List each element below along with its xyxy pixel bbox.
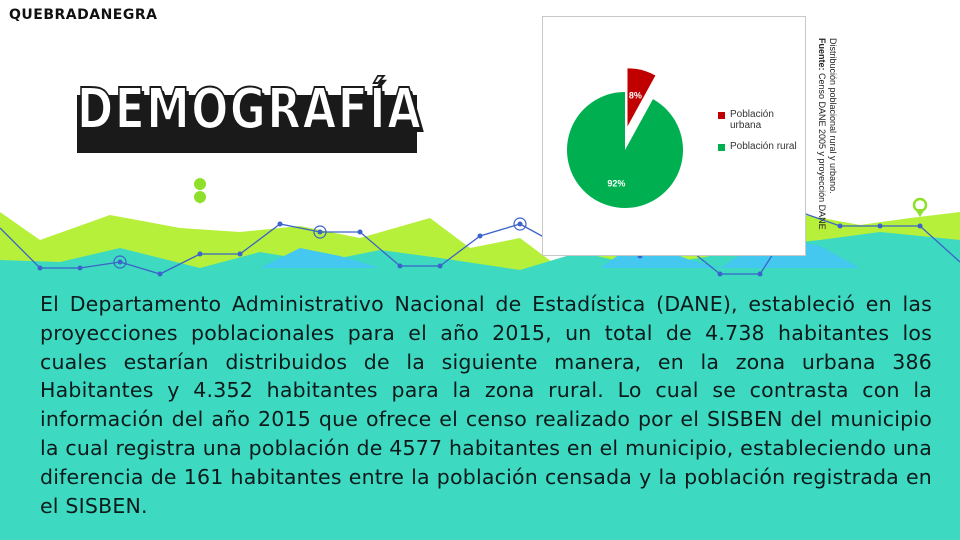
pie-chart: 8% 92%	[567, 68, 683, 208]
title-shadow	[77, 95, 417, 153]
sky-wave-left	[260, 248, 380, 268]
caption-source-text: Censo DANE 2005 y proyección DANE	[817, 73, 827, 230]
caption-source-label: Fuente:	[817, 38, 827, 71]
ring-markers	[113, 217, 527, 269]
body-paragraph: El Departamento Administrativo Nacional …	[40, 292, 932, 518]
caption-line1: Distribución poblacional rural y urbano.	[828, 38, 838, 194]
pie-chart-panel: 8% 92% Población urbana Población rural	[542, 16, 806, 256]
chart-legend: Población urbana Población rural	[718, 109, 798, 162]
pie-label-rural: 92%	[607, 179, 625, 189]
legend-label-rural: Población rural	[730, 141, 797, 152]
brand-label: QUEBRADANEGRA	[9, 7, 158, 23]
legend-item-rural: Población rural	[718, 141, 798, 152]
chart-caption: Distribución poblacional rural y urbano.…	[816, 38, 838, 238]
pie-slice-urbana	[627, 68, 656, 127]
page-title: DEMOGRAFÍA	[76, 77, 423, 142]
legend-swatch-urbana	[718, 112, 725, 119]
pie-slice-rural	[567, 92, 683, 208]
caption-source: Fuente: Censo DANE 2005 y proyección DAN…	[816, 38, 827, 238]
legend-label-urbana: Población urbana	[730, 109, 774, 131]
teal-wave	[0, 232, 960, 300]
pie-label-urbana: 8%	[629, 90, 642, 100]
legend-swatch-rural	[718, 144, 725, 151]
legend-item-urbana: Población urbana	[718, 109, 798, 131]
teal-background	[0, 265, 960, 540]
title-box: DEMOGRAFÍA	[71, 77, 526, 142]
